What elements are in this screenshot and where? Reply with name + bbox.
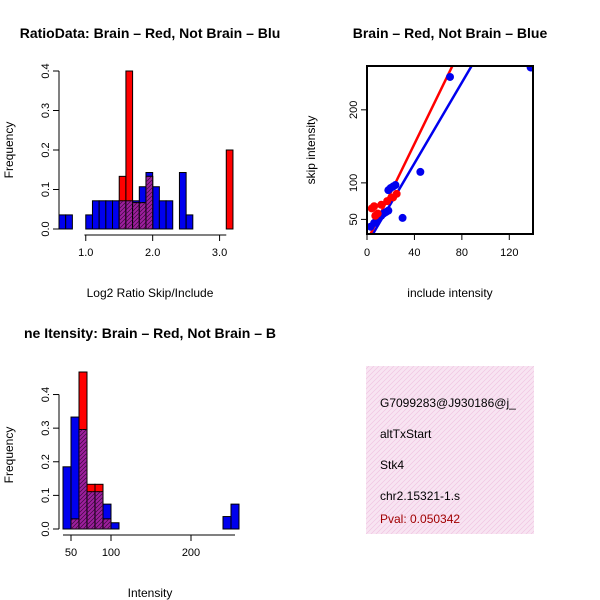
scatter-clip-group <box>367 66 533 234</box>
y-tick-label: 0.3 <box>40 103 52 118</box>
blue-point <box>384 206 393 215</box>
red-point <box>377 200 386 209</box>
x-tick-label: 1.0 <box>78 247 93 259</box>
blue-bar <box>112 200 120 230</box>
x-tick-label: 120 <box>500 247 518 259</box>
blue-bar <box>65 214 73 230</box>
x-tick-label: 3.0 <box>212 247 227 259</box>
overlap-hatch <box>103 518 111 529</box>
red-point <box>370 202 379 211</box>
blue-point <box>391 181 400 190</box>
x-tick-label: 40 <box>408 247 420 259</box>
red-bar <box>225 149 234 230</box>
scatter-ylabel: skip intensity <box>304 116 318 185</box>
intensity-histogram-xlabel: Intensity <box>128 586 173 600</box>
ratio-histogram-ylabel: Frequency <box>2 122 16 179</box>
blue-bar <box>230 503 240 530</box>
overlap-hatch <box>139 202 146 229</box>
y-tick-label: 200 <box>348 101 360 119</box>
x-tick-label: 200 <box>182 547 200 559</box>
scatter-xlabel: include intensity <box>407 286 492 300</box>
overlap-hatch <box>87 491 95 529</box>
x-tick-label: 80 <box>456 247 468 259</box>
intensity-histogram-axes: 0.0 0.1 0.2 0.3 0.4 50 100 200 <box>40 387 235 559</box>
overlap-hatch <box>71 518 79 529</box>
y-tick-label: 0.1 <box>40 182 52 197</box>
blue-fit-line <box>371 66 474 234</box>
scatter-frame <box>366 65 534 235</box>
scatter-plot-area <box>367 66 533 234</box>
blue-bar <box>58 214 67 230</box>
blue-point <box>416 167 425 176</box>
y-tick-label: 0.2 <box>40 454 52 469</box>
ratio-histogram-bars <box>58 70 234 230</box>
x-tick-label: 50 <box>65 547 77 559</box>
intensity-histogram-bars <box>62 371 240 530</box>
scatter-title: Brain – Red, Not Brain – Blue <box>353 25 548 41</box>
blue-bar <box>98 200 107 230</box>
y-tick-label: 100 <box>348 174 360 192</box>
y-tick-label: 0.3 <box>40 421 52 436</box>
y-tick-label: 50 <box>348 213 360 225</box>
info-box: G7099283@J930186@j_ altTxStart Stk4 chr2… <box>366 366 534 534</box>
blue-point <box>398 213 407 222</box>
scatter-axes: 50 100 200 0 40 80 120 <box>348 65 534 259</box>
red-point <box>383 197 392 206</box>
y-tick-label: 0.4 <box>40 63 52 78</box>
overlap-hatch <box>132 202 140 229</box>
x-tick-label: 0 <box>364 247 370 259</box>
overlap-hatch <box>125 200 133 229</box>
blue-bar <box>70 416 80 530</box>
y-tick-label: 0.1 <box>40 488 52 503</box>
blue-bar <box>62 466 72 530</box>
ratio-histogram-panel: RatioData: Brain – Red, Not Brain – Blu … <box>2 25 280 300</box>
x-tick-label: 100 <box>102 547 120 559</box>
ratio-histogram-title: RatioData: Brain – Red, Not Brain – Blu <box>20 25 281 41</box>
blue-bar <box>178 172 187 230</box>
blue-bar <box>85 214 93 230</box>
info-cluster: chr2.15321-1.s <box>380 489 460 503</box>
info-pval: Pval: 0.050342 <box>380 512 460 526</box>
y-tick-label: 0.0 <box>40 221 52 236</box>
y-tick-label: 0.4 <box>40 387 52 402</box>
blue-bar <box>110 522 120 530</box>
info-box-background <box>366 366 534 534</box>
blue-bar <box>105 200 114 230</box>
intensity-histogram-panel: ne Itensity: Brain – Red, Not Brain – B … <box>2 325 276 600</box>
ratio-histogram-axes: 0.0 0.1 0.2 0.3 0.4 1.0 2.0 3.0 <box>40 63 227 259</box>
blue-bar <box>185 214 194 230</box>
ratio-histogram-xlabel: Log2 Ratio Skip/Include <box>87 286 214 300</box>
blue-bar <box>152 186 160 230</box>
info-gene: Stk4 <box>380 458 404 472</box>
intensity-histogram-title: ne Itensity: Brain – Red, Not Brain – B <box>24 325 276 341</box>
overlap-hatch <box>119 200 126 229</box>
overlap-hatch <box>145 176 153 229</box>
overlap-hatch <box>79 429 87 529</box>
red-point <box>373 209 382 218</box>
overlap-hatch <box>95 491 103 529</box>
intensity-histogram-ylabel: Frequency <box>2 427 16 484</box>
blue-point <box>446 72 454 81</box>
blue-bar <box>91 200 100 230</box>
blue-point <box>526 66 533 72</box>
info-event-id: G7099283@J930186@j_ <box>380 396 516 410</box>
red-point <box>392 189 401 198</box>
intensity-scatter-panel: Brain – Red, Not Brain – Blue include in… <box>304 25 547 300</box>
blue-bar <box>158 200 167 230</box>
blue-bar <box>222 516 232 530</box>
y-tick-label: 0.0 <box>40 521 52 536</box>
info-event-type: altTxStart <box>380 427 432 441</box>
x-tick-label: 2.0 <box>145 247 160 259</box>
y-tick-label: 0.2 <box>40 142 52 157</box>
blue-bar <box>165 200 174 230</box>
